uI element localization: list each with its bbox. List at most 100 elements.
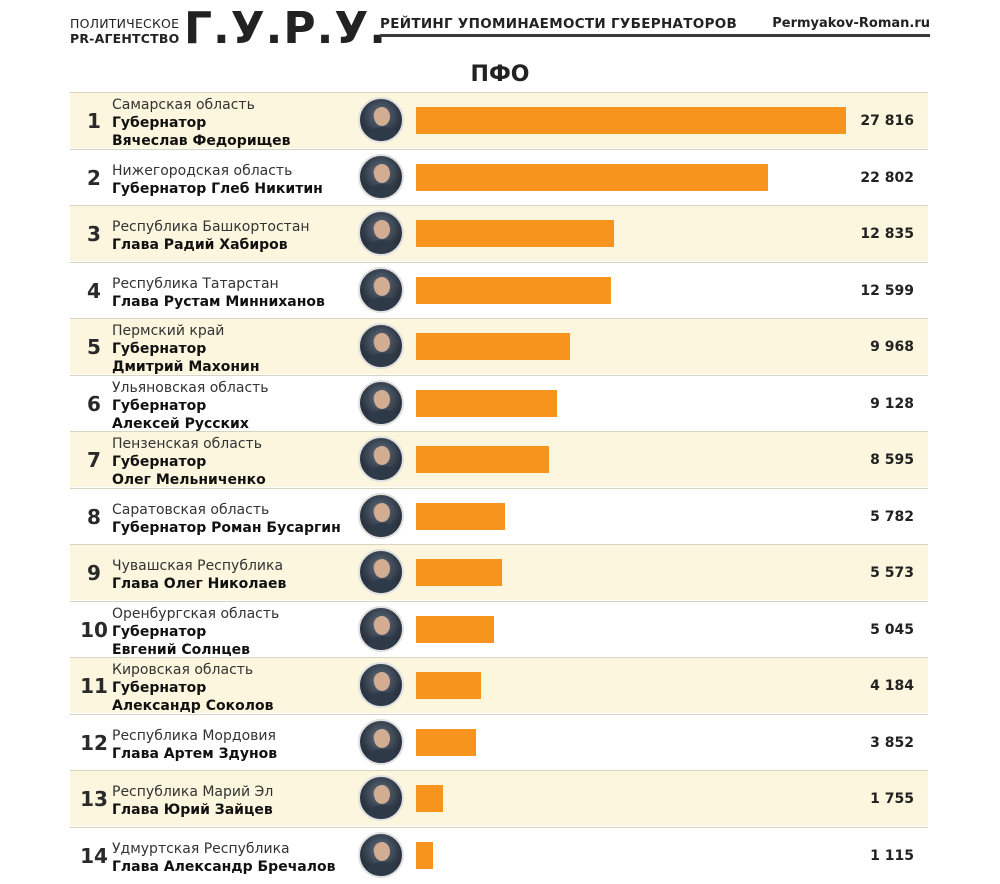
governor-info: Республика Марий Эл Глава Юрий Зайцев bbox=[112, 783, 362, 819]
header-subtitle: РЕЙТИНГ УПОМИНАЕМОСТИ ГУБЕРНАТОРОВ bbox=[380, 16, 738, 32]
governor-portrait bbox=[358, 97, 404, 143]
governor-title: Губернатор bbox=[112, 680, 207, 696]
governor-title: Губернатор Роман Бусаргин bbox=[112, 519, 341, 536]
governor-info: Республика Башкортостан Глава Радий Хабир… bbox=[112, 218, 362, 254]
table-row: 4 Республика Татарстан Глава Рустам Минних… bbox=[70, 261, 928, 318]
rank-number: 13 bbox=[80, 787, 108, 811]
rank-number: 12 bbox=[80, 730, 108, 755]
value-label: 5 045 bbox=[870, 621, 914, 638]
header: ПОЛИТИЧЕСКОЕ PR-АГЕНТСТВО Г.У.Р.У. РЕЙТИ… bbox=[70, 3, 930, 54]
rank-number: 2 bbox=[87, 165, 101, 190]
value-label: 1 115 bbox=[870, 847, 914, 864]
value-bar bbox=[416, 107, 846, 134]
rank-number: 3 bbox=[87, 222, 101, 246]
table-row: 1 Самарская область Губернатор Вячеслав Фед… bbox=[70, 92, 928, 150]
value-bar bbox=[416, 220, 615, 247]
value-label: 8 595 bbox=[870, 452, 914, 468]
governor-info: Оренбургская область Губернатор Евгений Со… bbox=[112, 605, 362, 659]
governor-title: Глава Юрий Зайцев bbox=[112, 802, 273, 818]
region-name: Удмуртская Республика bbox=[112, 840, 290, 857]
value-label: 4 184 bbox=[870, 678, 914, 694]
governor-info: Кировская область Губернатор Александр Сок… bbox=[112, 661, 362, 715]
value-label: 1 755 bbox=[870, 791, 914, 807]
governor-title: Глава Александр Бречалов bbox=[112, 858, 336, 875]
governor-info: Ульяновская область Губернатор Алексей Рус… bbox=[112, 379, 362, 433]
value-bar bbox=[416, 615, 494, 643]
table-row: 13 Республика Марий Эл Глава Юрий Зайцев 1 … bbox=[70, 770, 928, 826]
rank-number: 4 bbox=[87, 278, 101, 303]
governor-portrait bbox=[358, 605, 404, 652]
governor-portrait bbox=[358, 379, 404, 426]
agency-line-2: PR-АГЕНТСТВО bbox=[70, 31, 180, 46]
value-label: 5 573 bbox=[870, 565, 914, 581]
value-bar bbox=[416, 841, 434, 869]
governor-name: Олег Мельниченко bbox=[112, 472, 266, 488]
site-link[interactable]: Permyakov-Roman.ru bbox=[772, 16, 930, 31]
table-row: 8 Саратовская область Губернатор Роман Бус… bbox=[70, 487, 928, 544]
governor-portrait bbox=[358, 210, 404, 256]
header-divider bbox=[380, 34, 930, 37]
value-bar bbox=[416, 559, 503, 586]
governor-title: Глава Олег Николаев bbox=[112, 576, 287, 592]
governor-portrait bbox=[358, 831, 404, 878]
governor-title: Губернатор bbox=[112, 623, 207, 640]
rank-number: 7 bbox=[87, 448, 101, 472]
table-row: 5 Пермский край Губернатор Дмитрий Махонин 9… bbox=[70, 318, 928, 376]
value-label: 12 599 bbox=[860, 282, 914, 299]
region-name: Пензенская область bbox=[112, 436, 262, 452]
region-name: Чувашская Республика bbox=[112, 558, 284, 574]
region-name: Кировская область bbox=[112, 662, 254, 678]
agency-line-1: ПОЛИТИЧЕСКОЕ bbox=[70, 16, 180, 31]
value-label: 27 816 bbox=[860, 113, 914, 129]
table-row: 7 Пензенская область Губернатор Олег Мельни… bbox=[70, 431, 928, 489]
table-row: 6 Ульяновская область Губернатор Алексей Ру… bbox=[70, 374, 928, 433]
region-name: Нижегородская область bbox=[112, 162, 293, 179]
governor-portrait bbox=[358, 436, 404, 482]
value-bar bbox=[416, 785, 444, 812]
governor-info: Самарская область Губернатор Вячеслав Федо… bbox=[112, 96, 362, 150]
region-name: Ульяновская область bbox=[112, 379, 269, 396]
table-row: 9 Чувашская Республика Глава Олег Николаев… bbox=[70, 544, 928, 600]
region-name: Оренбургская область bbox=[112, 605, 280, 622]
governor-title: Губернатор bbox=[112, 341, 207, 357]
table-row: 14 Удмуртская Республика Глава Александр Б… bbox=[70, 826, 928, 883]
rank-number: 1 bbox=[87, 109, 101, 133]
rank-number: 5 bbox=[87, 335, 101, 359]
governor-title: Губернатор Глеб Никитин bbox=[112, 180, 323, 197]
governor-portrait bbox=[358, 266, 404, 313]
region-name: Пермский край bbox=[112, 323, 225, 339]
region-name: Республика Татарстан bbox=[112, 275, 279, 292]
chart-title: ПФО bbox=[470, 62, 530, 87]
governor-info: Удмуртская Республика Глава Александр Бре… bbox=[112, 840, 362, 876]
governor-portrait bbox=[358, 323, 404, 369]
governor-info: Пензенская область Губернатор Олег Мельнич… bbox=[112, 435, 362, 489]
governor-name: Евгений Солнцев bbox=[112, 641, 250, 658]
value-bar bbox=[416, 389, 558, 417]
guru-logo: Г.У.Р.У. bbox=[184, 3, 387, 54]
governor-name: Александр Соколов bbox=[112, 698, 274, 714]
governor-portrait bbox=[358, 775, 404, 821]
governor-portrait bbox=[358, 549, 404, 595]
table-row: 11 Кировская область Губернатор Александр С… bbox=[70, 657, 928, 715]
governor-info: Пермский край Губернатор Дмитрий Махонин bbox=[112, 322, 362, 376]
region-name: Самарская область bbox=[112, 97, 255, 113]
governor-info: Республика Мордовия Глава Артем Здунов bbox=[112, 727, 362, 763]
governor-title: Глава Радий Хабиров bbox=[112, 237, 288, 253]
value-bar bbox=[416, 672, 481, 699]
region-name: Республика Башкортостан bbox=[112, 219, 310, 235]
table-row: 12 Республика Мордовия Глава Артем Здунов 3… bbox=[70, 713, 928, 770]
region-name: Саратовская область bbox=[112, 501, 270, 518]
value-bar bbox=[416, 502, 506, 530]
governor-info: Чувашская Республика Глава Олег Николаев bbox=[112, 557, 362, 593]
governor-portrait bbox=[358, 662, 404, 708]
rank-number: 14 bbox=[80, 843, 108, 868]
governor-title: Губернатор bbox=[112, 115, 207, 131]
governor-title: Глава Рустам Минниханов bbox=[112, 293, 325, 310]
governor-info: Саратовская область Губернатор Роман Буса… bbox=[112, 501, 362, 537]
value-label: 12 835 bbox=[860, 226, 914, 242]
agency-label: ПОЛИТИЧЕСКОЕ PR-АГЕНТСТВО bbox=[70, 16, 179, 46]
governor-name: Дмитрий Махонин bbox=[112, 359, 260, 375]
table-row: 2 Нижегородская область Губернатор Глеб Ни… bbox=[70, 148, 928, 205]
value-label: 9 128 bbox=[870, 395, 914, 412]
value-label: 5 782 bbox=[870, 508, 914, 525]
